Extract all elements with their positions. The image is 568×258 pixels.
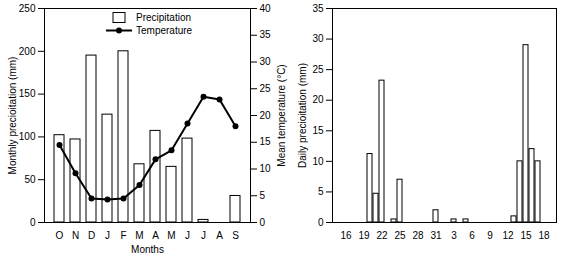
svg-text:25: 25 [312,64,324,75]
svg-text:0: 0 [30,217,36,228]
svg-text:10: 10 [312,156,324,167]
svg-text:M: M [167,230,175,241]
svg-text:30: 30 [312,33,324,44]
svg-text:6: 6 [469,230,475,241]
svg-text:Monthly precioitation (mm): Monthly precioitation (mm) [7,57,18,175]
svg-text:J: J [201,230,206,241]
svg-text:J: J [105,230,110,241]
svg-text:3: 3 [451,230,457,241]
svg-text:F: F [120,230,126,241]
svg-text:200: 200 [19,46,36,57]
svg-text:35: 35 [260,29,272,40]
svg-text:A: A [152,230,159,241]
svg-text:D: D [88,230,95,241]
svg-text:5: 5 [260,190,266,201]
svg-text:15: 15 [260,136,272,147]
svg-text:18: 18 [538,230,550,241]
svg-text:J: J [185,230,190,241]
svg-text:19: 19 [358,230,370,241]
svg-text:12: 12 [502,230,514,241]
svg-text:16: 16 [340,230,352,241]
svg-text:S: S [232,230,239,241]
svg-text:20: 20 [260,110,272,121]
svg-text:20: 20 [312,94,324,105]
svg-text:25: 25 [394,230,406,241]
svg-text:25: 25 [260,83,272,94]
svg-text:28: 28 [412,230,424,241]
svg-text:22: 22 [376,230,388,241]
svg-text:30: 30 [260,56,272,67]
svg-text:Mean temperature (°C): Mean temperature (°C) [276,64,287,166]
svg-text:31: 31 [430,230,442,241]
svg-text:A: A [216,230,223,241]
svg-text:50: 50 [24,174,36,185]
html-text:Precipitation: Precipitation [136,12,191,23]
svg-text:150: 150 [19,88,36,99]
svg-text:9: 9 [487,230,493,241]
svg-text:0: 0 [260,217,266,228]
svg-text:Months: Months [131,244,164,255]
svg-text:15: 15 [312,125,324,136]
svg-text:40: 40 [260,3,272,14]
svg-text:35: 35 [312,3,324,14]
svg-text:250: 250 [19,3,36,14]
svg-text:10: 10 [260,163,272,174]
svg-text:5: 5 [318,186,324,197]
svg-text:M: M [135,230,143,241]
svg-text:N: N [72,230,79,241]
svg-text:O: O [56,230,64,241]
svg-text:100: 100 [19,131,36,142]
svg-text:0: 0 [318,217,324,228]
svg-text:15: 15 [520,230,532,241]
html-text:Temperature: Temperature [136,25,193,36]
svg-text:Daily precioitation (mm): Daily precioitation (mm) [297,63,308,168]
